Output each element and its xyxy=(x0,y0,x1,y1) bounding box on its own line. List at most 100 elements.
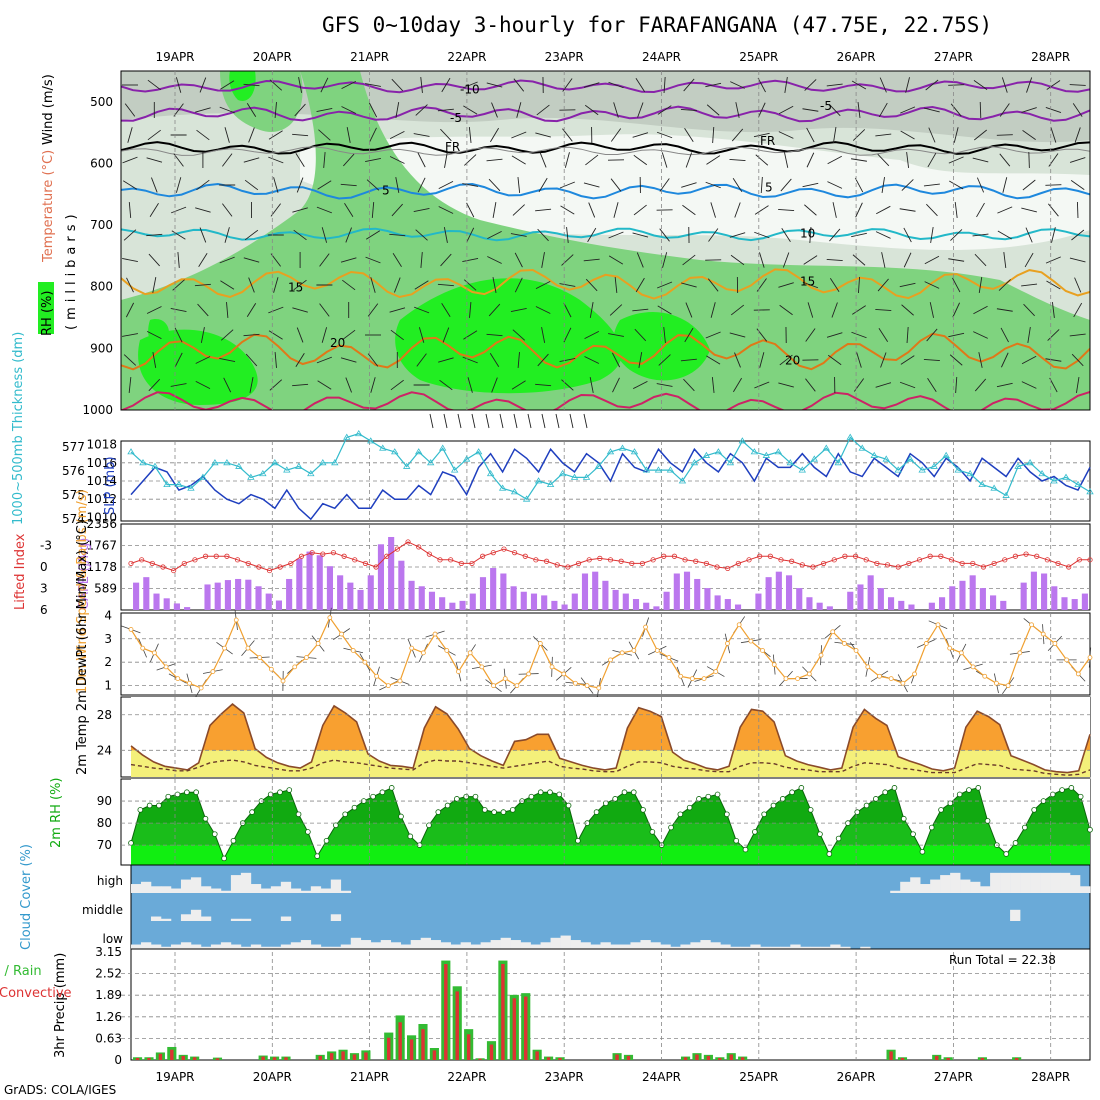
thickness-point xyxy=(882,455,890,462)
wind-barb xyxy=(948,258,965,262)
cloud-bar-2 xyxy=(650,942,661,949)
wind-barb xyxy=(610,128,622,142)
cloud-bar-2 xyxy=(810,946,821,949)
wind-barb xyxy=(1051,227,1056,243)
wind-barb xyxy=(128,376,132,394)
wind-barb xyxy=(147,129,161,141)
cape-bar xyxy=(490,568,497,610)
wind-barb xyxy=(198,252,208,268)
rh2m-point xyxy=(528,793,535,800)
cloud-bar-2 xyxy=(720,944,731,949)
rh2m-point xyxy=(463,793,469,800)
cloud-bar-2 xyxy=(670,946,681,949)
cloud-bar-2 xyxy=(520,942,531,949)
precip-convective-bar xyxy=(980,1057,985,1060)
wind-barb xyxy=(296,327,304,343)
cape-tick-1767: 1767 xyxy=(86,539,117,553)
thickness-point xyxy=(295,462,303,469)
wind-barb xyxy=(516,102,522,118)
wind10m-point xyxy=(128,627,134,632)
wind-barb xyxy=(219,106,235,114)
cloud-bar-2 xyxy=(270,946,282,949)
rh2m-axis-label: 2m RH (%) xyxy=(49,777,64,848)
wind10m-point xyxy=(713,669,719,674)
thickness-point xyxy=(966,469,974,477)
lifted-index-point xyxy=(1055,560,1061,567)
cape-bar xyxy=(561,604,568,610)
wind-barb xyxy=(611,352,621,368)
rh2m-point xyxy=(761,811,767,818)
cape-bar xyxy=(816,602,823,610)
wind-barb xyxy=(632,132,649,138)
cloud-bar-2 xyxy=(380,940,392,949)
wind-barb xyxy=(778,105,794,115)
cloud-bar-0 xyxy=(1030,872,1041,893)
cloud-bar-0 xyxy=(930,879,941,893)
cape-bar xyxy=(214,582,221,610)
wind10m-point xyxy=(760,648,765,653)
wind-barb xyxy=(1071,353,1084,367)
cape-bar xyxy=(469,593,476,610)
cloud-bar-2 xyxy=(700,940,711,949)
wind-barb xyxy=(517,351,520,369)
wind10m-point xyxy=(1075,671,1081,677)
lifted-index-point xyxy=(927,553,933,559)
wind-barb xyxy=(195,356,211,364)
precip-convective-bar xyxy=(284,1057,288,1060)
cape-bar xyxy=(479,577,487,610)
lifted-index-point xyxy=(821,560,827,567)
wind-barb xyxy=(463,105,478,115)
wind-barb xyxy=(318,129,331,141)
cloud-bar-2 xyxy=(320,946,332,949)
wind-barb xyxy=(243,83,260,87)
cloud-bar-0 xyxy=(280,881,292,893)
wind-barb-surface xyxy=(569,413,574,429)
x-axis-top-labels: 19APR 20APR 21APR 22APR 23APR 24APR 25APR 26APR… xyxy=(155,50,1070,64)
wind-barb xyxy=(341,106,357,114)
rh2m-point xyxy=(1068,785,1075,791)
wind10m-point xyxy=(198,685,204,691)
wind-barb xyxy=(437,283,454,287)
wind-barb xyxy=(146,330,162,340)
wind-barb xyxy=(759,252,765,268)
cape-bar xyxy=(500,573,507,610)
wind-barb xyxy=(851,158,867,162)
cloud-bar-2 xyxy=(490,940,501,949)
wind-barb xyxy=(632,232,649,238)
precip-convective-bar xyxy=(329,1053,334,1060)
wind-barb xyxy=(781,228,791,242)
wind10m-point xyxy=(994,680,999,686)
wind-barb xyxy=(340,357,357,363)
thickness-point xyxy=(906,455,914,462)
wind-barb xyxy=(705,331,721,339)
wind-barb xyxy=(589,302,594,318)
wind-barb xyxy=(561,379,574,391)
wind10m-point xyxy=(549,664,555,670)
wind-barb xyxy=(488,303,501,317)
cape-bar xyxy=(898,600,905,610)
cloud-bar-0 xyxy=(250,884,262,893)
wind10m-point xyxy=(292,664,298,670)
cloud-bar-0 xyxy=(1010,872,1021,893)
wind-barb xyxy=(1069,333,1086,337)
wind10m-point xyxy=(233,617,239,623)
wind-barb xyxy=(705,181,721,189)
wind-barb xyxy=(973,305,988,315)
precip-convective-bar xyxy=(158,1053,163,1060)
slp-tick-1018: 1018 xyxy=(86,438,117,452)
wind-barb xyxy=(122,258,138,262)
wind10m-grid xyxy=(121,613,1090,695)
wind-barb xyxy=(656,383,673,387)
rh2m-point xyxy=(379,789,386,796)
precip-convective-bar xyxy=(695,1054,699,1060)
wind-barb xyxy=(829,228,841,242)
lifted-index-point xyxy=(181,560,187,567)
cloud-bar-2 xyxy=(500,937,511,949)
wind10m-point xyxy=(900,680,906,686)
wind-barb xyxy=(928,127,936,143)
cloud-bar-0 xyxy=(890,890,901,893)
wind-barb xyxy=(195,107,211,113)
cloud-bar-2 xyxy=(250,944,262,949)
wind-barb xyxy=(389,307,406,313)
wind-barb xyxy=(125,302,135,318)
